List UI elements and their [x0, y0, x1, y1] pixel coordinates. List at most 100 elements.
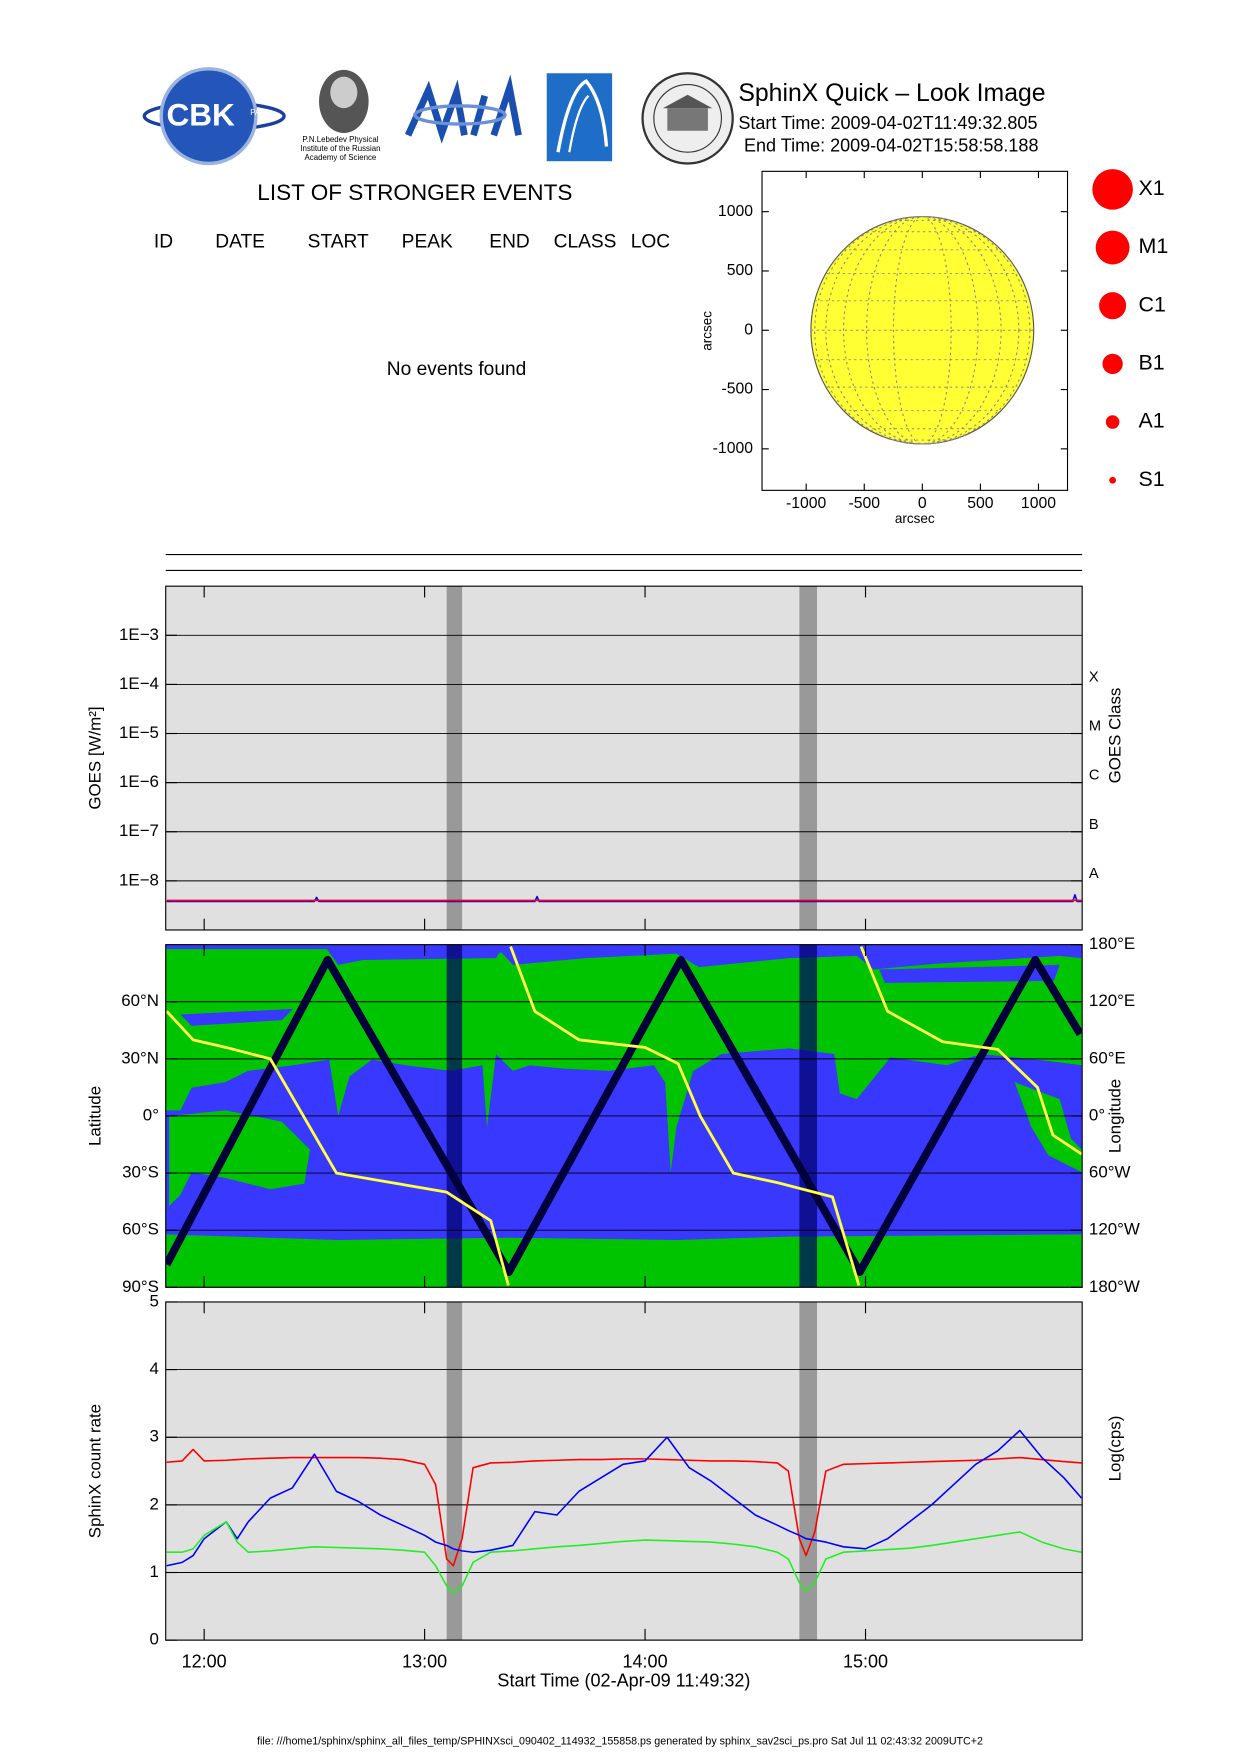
y-tick-label: 3 — [150, 1427, 159, 1446]
logo-caption: Academy of Science — [305, 153, 377, 162]
events-column: PEAK — [402, 231, 453, 252]
plot-area — [165, 1301, 1083, 1641]
axes-frame — [165, 585, 1083, 931]
shaded-interval — [446, 586, 463, 930]
y-tick-label: 0 — [150, 1630, 159, 1649]
legend-marker — [1099, 292, 1127, 320]
x-tick-label: -1000 — [786, 495, 827, 512]
series-line — [165, 955, 1083, 1277]
legend-marker — [1109, 476, 1116, 484]
y-tick-label: 2 — [150, 1494, 159, 1513]
page-title: SphinX Quick – Look Image — [738, 80, 1045, 107]
logo-seal — [641, 72, 734, 165]
shaded-interval — [446, 1301, 463, 1641]
y-axis-label: GOES [W/m²] — [85, 706, 104, 809]
y-tick-label: 1E−7 — [119, 821, 159, 840]
x-tick-label: 14:00 — [623, 1651, 668, 1671]
y-tick-label: 5 — [150, 1291, 159, 1310]
y-tick-label: 90°S — [122, 1277, 159, 1296]
y-tick-label: 1000 — [718, 203, 753, 220]
y2-axis-label: GOES Class — [1105, 688, 1124, 784]
logo-mifi — [404, 74, 522, 144]
y-tick-label: 1E−8 — [119, 870, 159, 889]
y2-tick-label: 180°E — [1089, 934, 1135, 953]
y2-tick-label: 120°E — [1089, 991, 1135, 1010]
y2-tick-label: 60°E — [1089, 1048, 1126, 1067]
y-tick-label: 30°S — [122, 1163, 159, 1182]
x-tick-label: 15:00 — [843, 1651, 888, 1671]
events-column: LOC — [631, 231, 671, 252]
y-tick-label: 500 — [727, 262, 754, 279]
plot-area — [165, 586, 1083, 930]
y-axis-label: arcsec — [700, 311, 715, 351]
logo-blue — [546, 73, 613, 162]
series-line — [166, 1448, 1082, 1567]
legend-marker — [1092, 169, 1133, 210]
meridian — [814, 216, 1031, 445]
legend-label: A1 — [1139, 409, 1165, 433]
series-line — [166, 1520, 1082, 1594]
y2-tick-label: 120°W — [1089, 1220, 1140, 1239]
legend-marker — [1095, 230, 1130, 265]
series-line — [165, 946, 1083, 1286]
shaded-interval — [799, 1301, 818, 1641]
x-tick-label: 500 — [967, 495, 994, 512]
logo-caption: Institute of the Russian — [300, 144, 380, 153]
x-tick-label: 1000 — [1021, 495, 1056, 512]
events-column: DATE — [215, 231, 265, 252]
shaded-interval — [799, 586, 818, 930]
series-line — [166, 1429, 1083, 1567]
y2-axis-label: Log(cps) — [1105, 1416, 1124, 1482]
logo-text: CBK — [166, 97, 235, 133]
y2-axis-label: Longitude — [1105, 1079, 1124, 1153]
events-column: START — [308, 231, 369, 252]
y-tick-label: 30°N — [121, 1048, 159, 1067]
panel-background — [165, 1301, 1083, 1641]
logo-lebedev: P.N.Lebedev Physical Institute of the Ru… — [300, 69, 380, 162]
series-line — [166, 894, 1082, 903]
y2-tick-label: 0° — [1089, 1105, 1105, 1124]
y-tick-label: -1000 — [713, 440, 754, 457]
x-axis-label: arcsec — [895, 511, 935, 526]
events-column: END — [489, 231, 529, 252]
y2-tick-label: X — [1089, 670, 1099, 686]
footer: file: ///home1/sphinx/sphinx_all_files_t… — [257, 1735, 983, 1747]
y-tick-label: 1E−3 — [119, 625, 159, 644]
legend-label: B1 — [1139, 351, 1165, 375]
start-time: Start Time: 2009-04-02T11:49:32.805 — [738, 113, 1037, 133]
y2-tick-label: 60°W — [1089, 1163, 1131, 1182]
x-tick-label: 0 — [918, 495, 927, 512]
y-axis-label: SphinX count rate — [85, 1404, 104, 1538]
panel-background — [165, 586, 1083, 930]
events-header: ID DATE START PEAK END CLASS LOC — [154, 231, 670, 252]
logo-caption: P.N.Lebedev Physical — [302, 135, 378, 144]
legend-label: S1 — [1139, 467, 1165, 491]
events-column: ID — [154, 231, 173, 252]
meridian — [825, 216, 1020, 445]
y-tick-label: 1E−5 — [119, 723, 159, 742]
y-tick-label: 4 — [150, 1359, 159, 1378]
y-tick-label: 60°S — [122, 1220, 159, 1239]
events-column: CLASS — [554, 231, 617, 252]
logo-cbk: CBK PAN — [142, 67, 286, 166]
y-axis-label: Latitude — [85, 1086, 104, 1146]
y-tick-label: 1E−4 — [119, 674, 159, 693]
x-tick-label: 13:00 — [402, 1651, 447, 1671]
legend-marker — [1102, 353, 1123, 375]
solar-disk — [810, 215, 1035, 445]
y2-tick-label: 180°W — [1089, 1277, 1140, 1296]
y-tick-label: 0 — [744, 321, 753, 338]
legend-label: X1 — [1139, 176, 1165, 200]
axes-frame — [165, 1301, 1083, 1641]
axes-frame — [761, 170, 1069, 491]
axes-frame — [165, 944, 1083, 1288]
legend-label: C1 — [1139, 292, 1166, 316]
x-tick-label: -500 — [848, 495, 880, 512]
y2-tick-label: B — [1089, 817, 1099, 833]
y2-tick-label: A — [1089, 866, 1099, 882]
disk-grid — [810, 216, 1034, 445]
y-tick-label: 1E−6 — [119, 772, 159, 791]
events-title: LIST OF STRONGER EVENTS — [257, 180, 572, 205]
